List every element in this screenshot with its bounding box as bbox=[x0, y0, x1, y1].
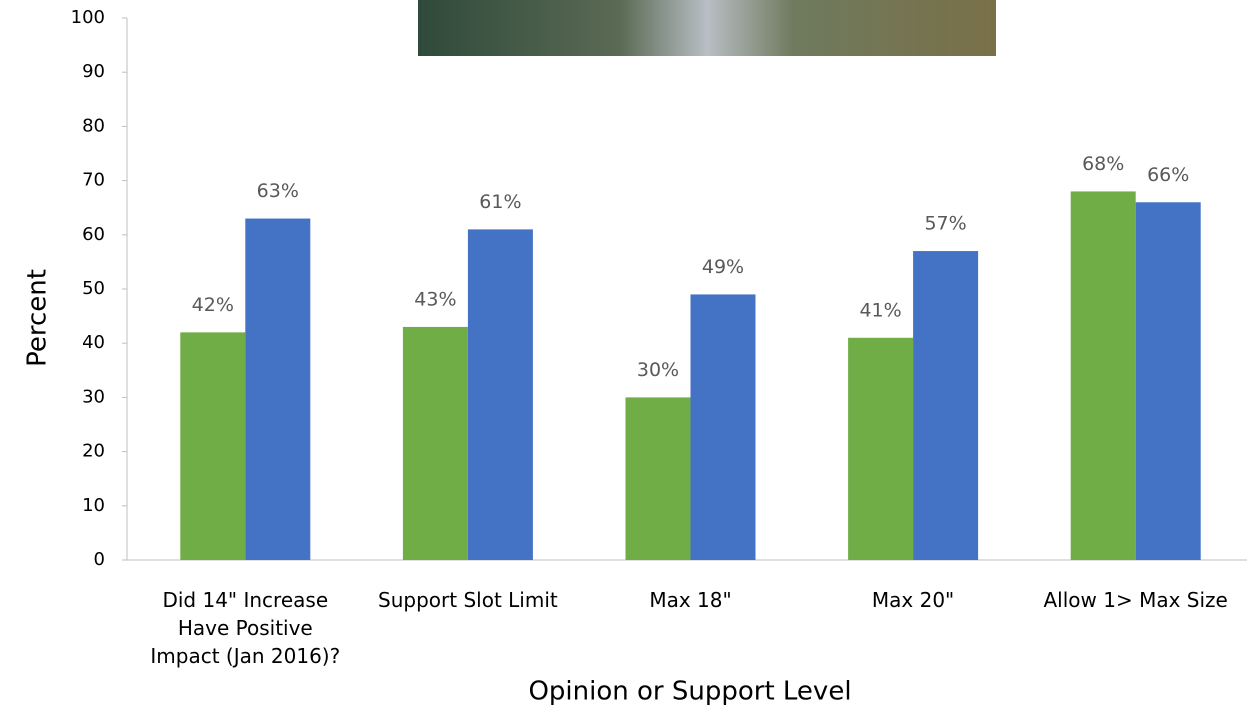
y-tick-label: 60 bbox=[82, 224, 105, 245]
bar bbox=[180, 332, 246, 560]
x-tick-label: Support Slot Limit bbox=[378, 588, 558, 612]
bar bbox=[467, 229, 533, 560]
y-tick-label: 50 bbox=[82, 278, 105, 299]
data-label: 43% bbox=[414, 288, 456, 310]
y-tick-label: 10 bbox=[82, 495, 105, 516]
bar bbox=[690, 294, 756, 560]
y-tick-label: 90 bbox=[82, 61, 105, 82]
bar bbox=[625, 397, 691, 560]
x-tick-label: Max 18" bbox=[649, 588, 732, 612]
data-label: 63% bbox=[257, 180, 299, 202]
y-axis-title: Percent bbox=[23, 269, 53, 367]
y-tick-label: 40 bbox=[82, 332, 105, 353]
bar bbox=[848, 337, 914, 560]
data-label: 66% bbox=[1147, 164, 1189, 186]
y-tick-label: 0 bbox=[94, 549, 105, 570]
y-tick-label: 70 bbox=[82, 170, 105, 191]
bar bbox=[913, 251, 979, 560]
bar bbox=[245, 218, 311, 561]
data-label: 68% bbox=[1082, 153, 1124, 175]
photo bbox=[418, 0, 996, 56]
x-axis-title: Opinion or Support Level bbox=[528, 677, 851, 707]
bar bbox=[1135, 202, 1201, 560]
y-tick-label: 80 bbox=[82, 115, 105, 136]
x-tick-label: Allow 1> Max Size bbox=[1043, 588, 1228, 612]
data-label: 42% bbox=[192, 294, 234, 316]
data-label: 41% bbox=[859, 299, 901, 321]
y-tick-label: 30 bbox=[82, 386, 105, 407]
x-tick-label: Max 20" bbox=[871, 588, 955, 612]
bar bbox=[402, 326, 468, 560]
data-label: 61% bbox=[479, 191, 521, 213]
y-tick-label: 100 bbox=[71, 7, 105, 28]
bar bbox=[1070, 191, 1136, 560]
data-label: 30% bbox=[637, 359, 679, 381]
data-label: 49% bbox=[702, 256, 744, 278]
y-tick-label: 20 bbox=[82, 441, 105, 462]
data-label: 57% bbox=[924, 213, 966, 235]
x-tick-label: Did 14" Increase Have Positive Impact (J… bbox=[150, 588, 341, 668]
